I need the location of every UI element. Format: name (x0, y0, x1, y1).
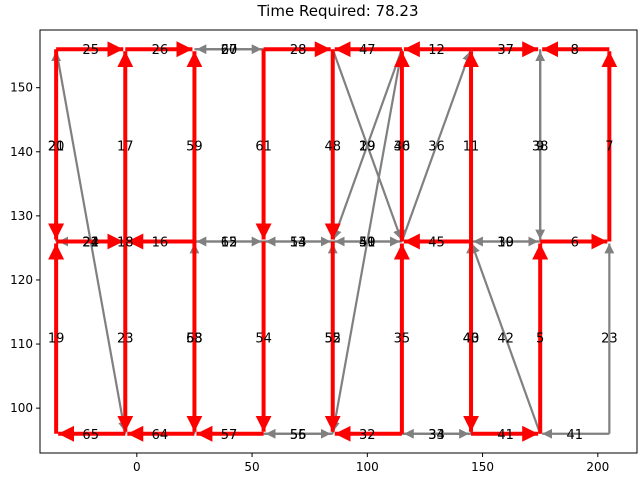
edge-label: 56 (290, 428, 307, 443)
edge-label: 47 (359, 43, 376, 58)
edge-label: 63 (186, 332, 203, 347)
edge-label: 27 (221, 43, 238, 58)
edge-label: 24 (82, 236, 99, 251)
x-tick-label: 150 (471, 460, 494, 474)
edge-label: 17 (117, 139, 134, 154)
plot-frame (39, 29, 638, 454)
y-axis: 100 110 120 130 140 150 (10, 81, 40, 415)
edge-label: 46 (394, 139, 411, 154)
edge-label: 30 (394, 139, 411, 154)
edge-label: 10 (497, 236, 514, 251)
edge-label: 5 (536, 332, 544, 347)
edge-label: 19 (48, 332, 65, 347)
edge-label: 33 (428, 428, 445, 443)
x-tick-label: 50 (244, 460, 259, 474)
edge-label: 52 (324, 332, 341, 347)
edge-label: 60 (221, 43, 238, 58)
edge-label: 18 (117, 236, 134, 251)
edge-label: 6 (571, 236, 579, 251)
chart-title: Time Required: 78.23 (256, 2, 418, 20)
edge-label: 34 (428, 428, 445, 443)
edge-label: 54 (255, 332, 272, 347)
edge-label: 65 (82, 428, 99, 443)
edge-label: 53 (290, 236, 307, 251)
x-axis: 0 50 100 150 200 (133, 453, 609, 474)
y-tick-label: 140 (10, 145, 33, 159)
edge-label: 16 (152, 236, 169, 251)
x-tick-label: 200 (586, 460, 609, 474)
edge-label: 9 (536, 139, 544, 154)
y-tick-label: 150 (10, 81, 33, 95)
y-tick-label: 120 (10, 273, 33, 287)
x-tick-label: 0 (133, 460, 141, 474)
edge (470, 243, 542, 435)
edge-label: 36 (428, 139, 445, 154)
edge-label: 40 (463, 332, 480, 347)
edge-label: 38 (532, 139, 549, 154)
edge (329, 49, 403, 432)
edge-label: 57 (221, 428, 238, 443)
edge-label: 58 (186, 332, 203, 347)
edge-label: 64 (152, 428, 169, 443)
edge-label: 50 (359, 236, 376, 251)
edge-label: 42 (497, 332, 514, 347)
edge-label: 32 (359, 428, 376, 443)
edge-label: 15 (221, 236, 238, 251)
edge-label: 41 (566, 428, 583, 443)
y-tick-label: 130 (10, 209, 33, 223)
y-tick-label: 110 (10, 337, 33, 351)
edge-label: 12 (428, 43, 445, 58)
edge-label: 19 (359, 139, 376, 154)
edge (400, 50, 472, 242)
edge-label: 39 (497, 236, 514, 251)
edge-label: 35 (394, 332, 411, 347)
x-tick-label: 100 (356, 460, 379, 474)
edge-label: 37 (497, 43, 514, 58)
edge-label: 43 (463, 332, 480, 347)
edge-label: 55 (324, 332, 341, 347)
edge (332, 48, 403, 240)
edge-label: 59 (186, 139, 203, 154)
edges-layer (48, 41, 618, 442)
edge-label: 23 (601, 332, 618, 347)
edge-label: 45 (428, 236, 445, 251)
edge-label: 28 (290, 43, 307, 58)
edge-label: 61 (255, 139, 272, 154)
edge-label: 48 (324, 139, 341, 154)
edge-label: 20 (48, 139, 65, 154)
edge-label: 25 (82, 43, 99, 58)
edge-label: 11 (463, 139, 480, 154)
edge-label: 55 (290, 428, 307, 443)
edge-label: 41 (497, 428, 514, 443)
edge-label: 21 (82, 236, 99, 251)
edge-label: 49 (359, 236, 376, 251)
edge-label: 29 (359, 139, 376, 154)
edge-label: 14 (290, 236, 307, 251)
edge-label: 26 (152, 43, 169, 58)
edge-label: 23 (117, 332, 134, 347)
edge-label: 8 (571, 43, 579, 58)
edge-label: 51 (359, 236, 376, 251)
edge-label: 22 (82, 236, 99, 251)
edge-label: 21 (48, 139, 65, 154)
y-tick-label: 100 (10, 401, 33, 415)
edge-label: 7 (605, 139, 613, 154)
edge-label: 62 (221, 236, 238, 251)
